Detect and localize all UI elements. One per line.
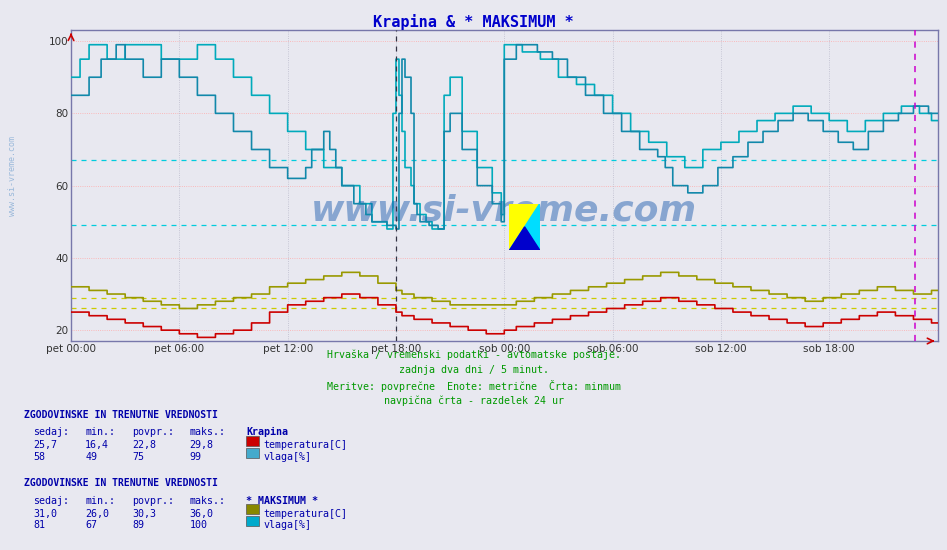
Text: 89: 89 [133, 520, 145, 530]
Polygon shape [509, 227, 540, 250]
Text: sedaj:: sedaj: [33, 496, 69, 506]
Text: 31,0: 31,0 [33, 509, 57, 519]
Text: 58: 58 [33, 452, 45, 461]
Text: Krapina & * MAKSIMUM *: Krapina & * MAKSIMUM * [373, 14, 574, 30]
Text: 81: 81 [33, 520, 45, 530]
Text: 100: 100 [189, 520, 207, 530]
Text: 75: 75 [133, 452, 145, 461]
Text: min.:: min.: [85, 427, 116, 437]
Text: 49: 49 [85, 452, 98, 461]
Text: maks.:: maks.: [189, 496, 225, 506]
Text: ZGODOVINSKE IN TRENUTNE VREDNOSTI: ZGODOVINSKE IN TRENUTNE VREDNOSTI [24, 478, 218, 488]
Polygon shape [509, 204, 540, 250]
Text: navpična črta - razdelek 24 ur: navpična črta - razdelek 24 ur [384, 395, 563, 406]
Text: maks.:: maks.: [189, 427, 225, 437]
Text: 30,3: 30,3 [133, 509, 156, 519]
Text: povpr.:: povpr.: [133, 496, 174, 506]
Text: 99: 99 [189, 452, 202, 461]
Text: sedaj:: sedaj: [33, 427, 69, 437]
Text: 67: 67 [85, 520, 98, 530]
Text: povpr.:: povpr.: [133, 427, 174, 437]
Text: 26,0: 26,0 [85, 509, 109, 519]
Text: www.si-vreme.com: www.si-vreme.com [8, 136, 17, 216]
Text: min.:: min.: [85, 496, 116, 506]
Text: 25,7: 25,7 [33, 440, 57, 450]
Text: ZGODOVINSKE IN TRENUTNE VREDNOSTI: ZGODOVINSKE IN TRENUTNE VREDNOSTI [24, 410, 218, 420]
Polygon shape [509, 204, 540, 250]
Text: 22,8: 22,8 [133, 440, 156, 450]
Text: 29,8: 29,8 [189, 440, 213, 450]
Text: vlaga[%]: vlaga[%] [263, 520, 312, 530]
Text: 16,4: 16,4 [85, 440, 109, 450]
Text: Meritve: povprečne  Enote: metrične  Črta: minmum: Meritve: povprečne Enote: metrične Črta:… [327, 380, 620, 392]
Text: 36,0: 36,0 [189, 509, 213, 519]
Text: www.si-vreme.com: www.si-vreme.com [312, 194, 697, 228]
Text: temperatura[C]: temperatura[C] [263, 509, 348, 519]
Text: * MAKSIMUM *: * MAKSIMUM * [246, 496, 318, 506]
Text: Krapina: Krapina [246, 427, 288, 437]
Text: temperatura[C]: temperatura[C] [263, 440, 348, 450]
Text: zadnja dva dni / 5 minut.: zadnja dva dni / 5 minut. [399, 365, 548, 375]
Text: vlaga[%]: vlaga[%] [263, 452, 312, 461]
Text: Hrvaška / vremenski podatki - avtomatske postaje.: Hrvaška / vremenski podatki - avtomatske… [327, 349, 620, 360]
